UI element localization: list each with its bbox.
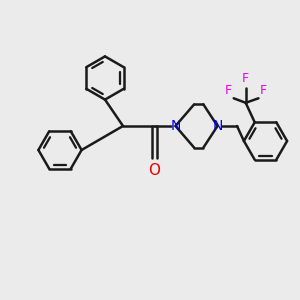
Text: F: F xyxy=(260,84,267,97)
Text: F: F xyxy=(225,84,232,97)
Text: F: F xyxy=(242,72,249,86)
Text: N: N xyxy=(170,119,181,133)
Text: N: N xyxy=(212,119,223,133)
Text: O: O xyxy=(148,163,160,178)
